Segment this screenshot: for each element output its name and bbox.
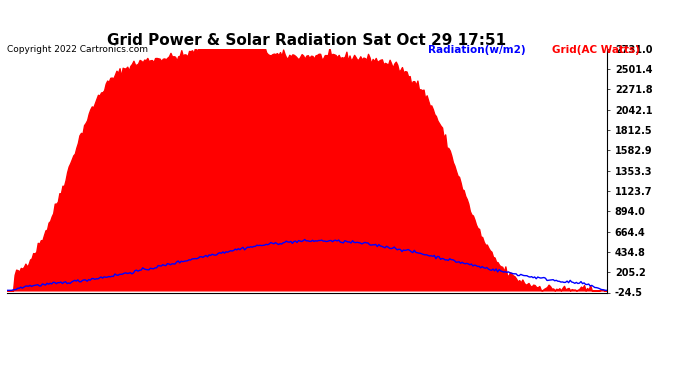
Text: Radiation(w/m2): Radiation(w/m2) (428, 45, 525, 55)
Text: Grid(AC Watts): Grid(AC Watts) (552, 45, 640, 55)
Title: Grid Power & Solar Radiation Sat Oct 29 17:51: Grid Power & Solar Radiation Sat Oct 29 … (108, 33, 506, 48)
Text: Copyright 2022 Cartronics.com: Copyright 2022 Cartronics.com (7, 45, 148, 54)
